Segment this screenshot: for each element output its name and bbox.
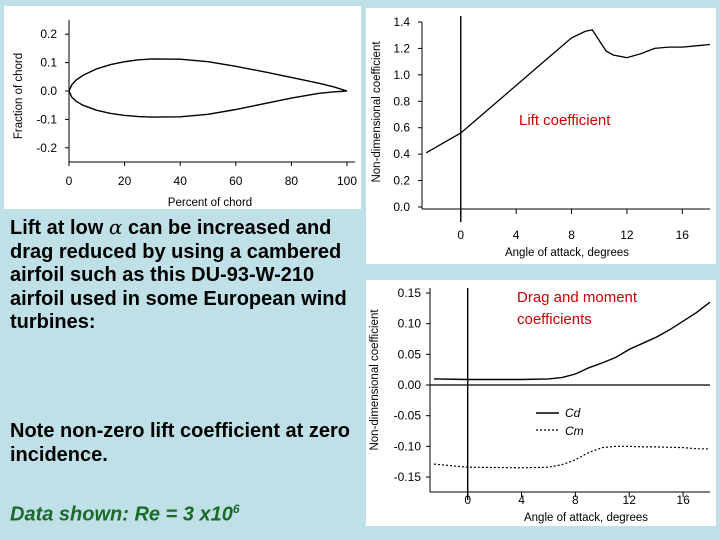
drag-moment-chart: Non-dimensional coefficient Angle of att… bbox=[366, 280, 716, 526]
lift-y-tick-label: 0.2 bbox=[393, 174, 410, 188]
reynolds-exponent: 6 bbox=[232, 502, 240, 516]
lift-y-axis-label: Non-dimensional coefficient bbox=[371, 41, 383, 183]
airfoil-y-tick-label: -0.1 bbox=[36, 112, 57, 126]
airfoil-x-tick-label: 60 bbox=[229, 174, 243, 188]
drag-cm-line bbox=[433, 445, 710, 469]
drag-y-tick-label: 0.05 bbox=[398, 347, 422, 361]
lift-y-tick-label: 1.2 bbox=[393, 41, 410, 55]
drag-y-tick-label: 0.15 bbox=[398, 286, 422, 300]
alpha-symbol: α bbox=[108, 215, 123, 239]
lift-cl-line bbox=[425, 29, 711, 154]
reynolds-prefix: Data shown: Re = 3 x10 bbox=[10, 503, 233, 526]
airfoil-x-tick-label: 20 bbox=[118, 174, 132, 188]
legend-cd-label: Cd bbox=[565, 406, 581, 420]
drag-y-axis-label: Non-dimensional coefficient bbox=[369, 309, 381, 451]
drag-x-tick-label: 16 bbox=[676, 493, 690, 507]
lift-y-tick-label: 1.0 bbox=[393, 68, 410, 82]
airfoil-lower-surface-line bbox=[68, 90, 348, 118]
lift-x-tick-label: 4 bbox=[513, 228, 520, 242]
lift-x-tick-label: 16 bbox=[676, 228, 690, 242]
drag-y-tick-label: -0.10 bbox=[394, 439, 422, 453]
lift-x-tick-label: 12 bbox=[620, 228, 634, 242]
airfoil-y-tick-label: 0.0 bbox=[40, 84, 57, 98]
lift-x-tick-label: 8 bbox=[568, 228, 575, 242]
lift-y-tick-label: 1.4 bbox=[393, 15, 410, 29]
airfoil-y-tick-label: -0.2 bbox=[36, 141, 57, 155]
airfoil-y-axis-label: Fraction of chord bbox=[13, 53, 25, 139]
lift-y-tick-label: 0.8 bbox=[393, 94, 410, 108]
drag-moment-callout: Drag and moment coefficients bbox=[517, 289, 638, 328]
airfoil-y-tick-label: 0.2 bbox=[40, 27, 57, 41]
airfoil-svg: Fraction of chord Percent of chord -0.2 -… bbox=[13, 20, 357, 209]
drag-callout-line-2: coefficients bbox=[517, 311, 592, 328]
lift-coefficient-callout: Lift coefficient bbox=[519, 112, 611, 129]
drag-y-tick-label: 0.00 bbox=[398, 378, 422, 392]
lift-svg: Non-dimensional coefficient Angle of att… bbox=[371, 15, 711, 259]
reynolds-number-note: Data shown: Re = 3 x106 bbox=[10, 502, 360, 527]
drag-x-tick-label: 8 bbox=[572, 493, 579, 507]
airfoil-x-tick-label: 40 bbox=[174, 174, 188, 188]
drag-x-tick-label: 4 bbox=[518, 493, 525, 507]
lift-x-axis-label: Angle of attack, degrees bbox=[505, 247, 629, 259]
lift-text-start: Lift at low bbox=[10, 217, 109, 239]
lift-description: Lift at low α can be increased and drag … bbox=[10, 215, 360, 335]
airfoil-profile-chart: Fraction of chord Percent of chord -0.2 -… bbox=[4, 6, 361, 209]
drag-y-tick-label: 0.10 bbox=[398, 317, 422, 331]
lift-text-end: can be increased and drag reduced by usi… bbox=[10, 217, 347, 333]
airfoil-x-tick-label: 0 bbox=[66, 174, 73, 188]
legend-cm-label: Cm bbox=[565, 424, 584, 438]
drag-y-tick-label: -0.15 bbox=[394, 470, 422, 484]
drag-svg: Non-dimensional coefficient Angle of att… bbox=[369, 286, 711, 524]
lift-x-tick-label: 0 bbox=[457, 228, 464, 242]
drag-cd-line bbox=[433, 301, 711, 381]
zero-incidence-note: Note non-zero lift coefficient at zero i… bbox=[10, 420, 351, 466]
airfoil-y-tick-label: 0.1 bbox=[40, 56, 57, 70]
lift-y-tick-label: 0.4 bbox=[393, 147, 410, 161]
airfoil-x-tick-label: 80 bbox=[285, 174, 299, 188]
drag-x-tick-label: 0 bbox=[464, 493, 471, 507]
airfoil-x-tick-label: 100 bbox=[337, 174, 357, 188]
drag-y-tick-label: -0.05 bbox=[394, 409, 422, 423]
drag-x-axis-label: Angle of attack, degrees bbox=[524, 512, 648, 524]
lift-y-tick-label: 0.0 bbox=[393, 200, 410, 214]
lift-coefficient-chart: Non-dimensional coefficient Angle of att… bbox=[366, 8, 716, 264]
drag-x-tick-label: 12 bbox=[623, 493, 637, 507]
airfoil-upper-surface-line bbox=[68, 58, 348, 92]
airfoil-x-axis-label: Percent of chord bbox=[168, 197, 252, 209]
lift-y-tick-label: 0.6 bbox=[393, 121, 410, 135]
drag-callout-line-1: Drag and moment bbox=[517, 289, 638, 306]
